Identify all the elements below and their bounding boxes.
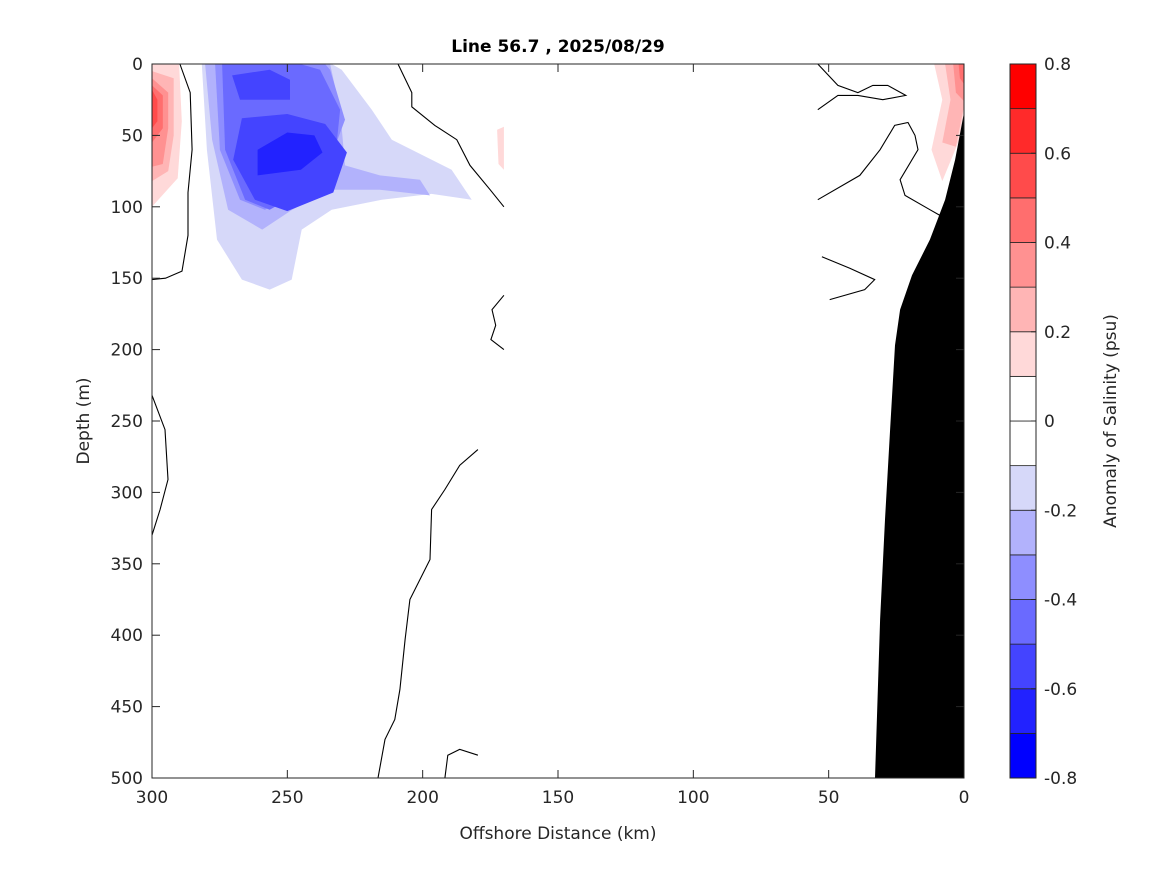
colorbar-tick-label: -0.4 xyxy=(1044,591,1077,611)
y-tick-label: 50 xyxy=(121,126,143,146)
colorbar-band xyxy=(1009,643,1037,690)
colorbar-tick-label: 0.8 xyxy=(1044,55,1071,75)
y-tick-label: 300 xyxy=(111,483,143,503)
colorbar: -0.8 -0.6 -0.4 -0.2 0 0.2 0.4 0.6 0.8 xyxy=(1009,55,1077,789)
x-tick-label: 0 xyxy=(959,788,970,808)
zero-contour-line xyxy=(151,63,193,281)
colorbar-band xyxy=(1009,375,1037,422)
y-tick-label: 400 xyxy=(111,626,143,646)
zero-contour-line xyxy=(397,63,505,208)
colorbar-band xyxy=(1009,108,1037,154)
chart-title: Line 56.7 , 2025/08/29 xyxy=(451,37,665,57)
bathymetry-mask xyxy=(875,112,964,779)
colorbar-tick-label: -0.6 xyxy=(1044,680,1077,700)
y-axis-label: Depth (m) xyxy=(74,377,94,464)
colorbar-band xyxy=(1009,242,1037,288)
colorbar-band xyxy=(1009,465,1037,511)
y-tick-label: 350 xyxy=(111,555,143,575)
contour-fill-neg6 xyxy=(232,69,290,100)
x-tick-label: 300 xyxy=(136,788,168,808)
zero-contour-line xyxy=(817,63,908,111)
colorbar-label: Anomaly of Salinity (psu) xyxy=(1101,314,1121,528)
zero-contour-line xyxy=(444,748,479,779)
zero-contour-line xyxy=(490,294,505,351)
x-tick-label: 50 xyxy=(818,788,840,808)
axes: 300 250 200 150 100 50 00501001502002503003504… xyxy=(111,55,970,808)
colorbar-band xyxy=(1009,331,1037,377)
colorbar-tick-label: 0.6 xyxy=(1044,144,1071,164)
y-tick-label: 150 xyxy=(111,269,143,289)
colorbar-band xyxy=(1009,554,1037,600)
y-tick-label: 450 xyxy=(111,698,143,718)
colorbar-band xyxy=(1009,732,1037,779)
x-tick-label: 150 xyxy=(542,788,574,808)
colorbar-band xyxy=(1009,599,1037,645)
contour-fill-pos1 xyxy=(817,146,845,170)
contour-fill-pos5 xyxy=(958,64,964,84)
colorbar-band xyxy=(1009,420,1037,467)
contour-fill-neg7 xyxy=(257,132,323,176)
x-tick-label: 200 xyxy=(406,788,438,808)
colorbar-band xyxy=(1009,509,1037,556)
colorbar-tick-label: 0.2 xyxy=(1044,323,1071,343)
colorbar-band xyxy=(1009,197,1037,243)
y-tick-label: 500 xyxy=(111,769,143,789)
zero-contour-line xyxy=(821,256,876,301)
y-tick-label: 200 xyxy=(111,341,143,361)
colorbar-band xyxy=(1009,688,1037,734)
plot-area xyxy=(151,63,964,779)
contour-fill-pos1 xyxy=(438,79,504,190)
y-tick-label: 250 xyxy=(111,412,143,432)
contour-fill-pos1 xyxy=(474,492,478,536)
x-tick-label: 250 xyxy=(271,788,303,808)
x-tick-label: 100 xyxy=(677,788,709,808)
contour-fill-pos1 xyxy=(817,115,862,126)
colorbar-tick-label: -0.2 xyxy=(1044,501,1077,521)
colorbar-band xyxy=(1009,63,1037,110)
contour-fill-neg1 xyxy=(829,332,894,407)
y-tick-label: 0 xyxy=(132,55,143,75)
y-tick-label: 100 xyxy=(111,198,143,218)
colorbar-band xyxy=(1009,286,1037,333)
zero-contour-line xyxy=(151,395,169,536)
contour-fill-pos6 xyxy=(152,89,158,129)
colorbar-band xyxy=(1009,152,1037,199)
colorbar-tick-label: 0 xyxy=(1044,412,1055,432)
contour-fill-pos2 xyxy=(497,126,504,170)
x-axis-label: Offshore Distance (km) xyxy=(459,824,656,844)
colorbar-tick-label: 0.4 xyxy=(1044,234,1071,254)
colorbar-tick-label: -0.8 xyxy=(1044,769,1077,789)
contour-fill-neg1 xyxy=(319,485,389,583)
contour-fill-pos1 xyxy=(449,566,478,616)
zero-contour-line xyxy=(377,449,479,779)
contour-fill-neg1 xyxy=(817,195,902,244)
zero-contour-line xyxy=(817,121,941,216)
contour-fill-neg1 xyxy=(817,64,837,102)
